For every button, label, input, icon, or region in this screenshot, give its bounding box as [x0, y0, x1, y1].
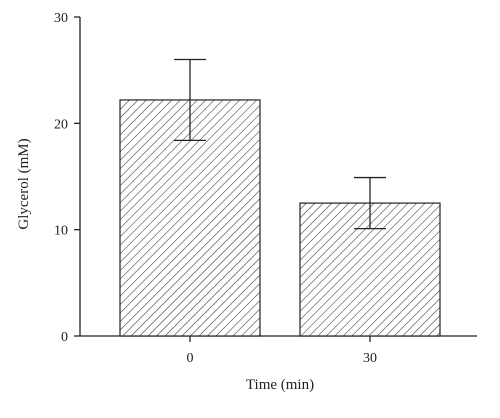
x-axis-label: Time (min) — [246, 377, 314, 393]
y-tick-label: 20 — [54, 117, 68, 132]
x-tick-label: 30 — [363, 351, 377, 366]
y-axis-label: Glycerol (mM) — [16, 138, 32, 229]
y-tick-label: 10 — [54, 224, 68, 239]
ticks: 0 10 20 30 0 30 — [54, 11, 377, 366]
y-tick-label: 30 — [54, 11, 68, 26]
bars — [119, 99, 441, 337]
error-bars — [174, 58, 386, 230]
x-tick-label: 0 — [187, 351, 194, 366]
y-tick-label: 0 — [61, 330, 68, 345]
